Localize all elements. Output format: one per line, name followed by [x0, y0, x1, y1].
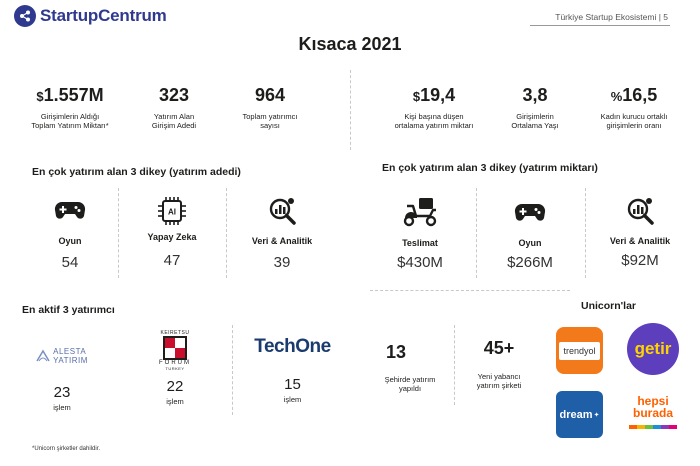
- stat-value: 45+: [483, 338, 515, 358]
- stat-label: Kadın kurucu ortaklı girişimlerin oranı: [600, 112, 668, 130]
- color-strip: [629, 425, 677, 429]
- trendyol-logo: trendyol: [556, 327, 603, 374]
- stat-female-founder-ratio: %16,5 Kadın kurucu ortaklı girişimlerin …: [580, 85, 688, 130]
- investor-item: TechOne 15 işlem: [245, 336, 340, 404]
- alesta-mark-icon: [36, 349, 50, 362]
- stat-value: 323: [158, 85, 190, 105]
- getir-logo: getir: [627, 323, 679, 375]
- keiretsu-forum-logo: KEIRETSU FORUM TURKEY: [159, 330, 191, 371]
- section-divider: [370, 290, 570, 291]
- page-title: Kısaca 2021: [298, 34, 402, 54]
- stat-label: Şehirde yatırım yapıldı: [384, 375, 436, 393]
- stat-value: %16,5: [610, 85, 658, 105]
- item-divider: [226, 188, 227, 278]
- vertical-label: Teslimat: [402, 238, 438, 248]
- stat-avg-investment: $19,4 Kişi başına düşen ortalama yatırım…: [378, 85, 490, 130]
- stat-city-count: 13 Şehirde yatırım yapıldı: [372, 342, 448, 393]
- stat-label: Yeni yabancı yatırım şirketi: [476, 372, 522, 390]
- star-icon: ✦: [593, 411, 600, 419]
- vertical-value: $266M: [507, 254, 553, 271]
- brand-name: StartupCentrum: [40, 6, 167, 25]
- investor-item: ALESTA YATIRIM 23 işlem: [22, 338, 102, 412]
- vertical-label: Oyun: [58, 236, 82, 246]
- verticals-count-title: En çok yatırım alan 3 dikey (yatırım ade…: [32, 166, 241, 178]
- stat-investor-count: 964 Toplam yatırımcı sayısı: [230, 85, 310, 130]
- vertical-label: Yapay Zeka: [147, 232, 197, 242]
- stat-value: 3,8: [522, 85, 548, 105]
- data-analytics-icon: [590, 196, 690, 228]
- vertical-value: $430M: [397, 254, 443, 271]
- svg-text:AI: AI: [168, 208, 176, 217]
- stat-startup-count: 323 Yatırım Alan Girişim Adedi: [138, 85, 210, 130]
- vertical-amount-item: Teslimat $430M: [370, 196, 470, 271]
- dream-games-logo: dream ✦: [556, 391, 603, 438]
- alesta-logo: ALESTA YATIRIM: [22, 338, 102, 374]
- unicorns-title: Unicorn'lar: [581, 300, 637, 312]
- stat-value: 13: [386, 342, 407, 362]
- stat-label: Girişimlerin Ortalama Yaşı: [511, 112, 559, 130]
- ai-chip-icon: AI: [122, 196, 222, 226]
- item-divider: [118, 188, 119, 278]
- delivery-scooter-icon: [370, 196, 470, 228]
- verticals-amount-title: En çok yatırım alan 3 dikey (yatırım mik…: [382, 162, 598, 174]
- stat-avg-age: 3,8 Girişimlerin Ortalama Yaşı: [500, 85, 570, 130]
- header-divider: [530, 25, 670, 26]
- stat-label: Girişimlerin Aldığı Toplam Yatırım Mikta…: [31, 112, 109, 130]
- item-divider: [476, 188, 477, 278]
- investors-title: En aktif 3 yatırımcı: [22, 304, 115, 316]
- item-divider: [454, 325, 455, 405]
- vertical-count-item: Oyun 54: [25, 198, 115, 271]
- brand-logo: StartupCentrum: [14, 5, 167, 27]
- vertical-value: 39: [273, 254, 291, 271]
- investor-value: 15: [284, 376, 301, 393]
- item-divider: [232, 325, 233, 415]
- investor-item: KEIRETSU FORUM TURKEY 22 işlem: [140, 330, 210, 406]
- vertical-value: $92M: [621, 252, 659, 269]
- vertical-label: Veri & Analitik: [251, 236, 313, 246]
- vertical-amount-item: Veri & Analitik $92M: [590, 196, 690, 269]
- vertical-value: 47: [163, 252, 181, 269]
- center-divider: [350, 70, 351, 150]
- stat-foreign-investors: 45+ Yeni yabancı yatırım şirketi: [456, 338, 542, 390]
- investor-value: 22: [166, 378, 184, 395]
- stat-total-investment: $1.557M Girişimlerin Aldığı Toplam Yatır…: [20, 85, 120, 130]
- item-divider: [585, 188, 586, 278]
- stat-value: 964: [254, 85, 286, 105]
- stat-value: $1.557M: [36, 85, 104, 105]
- investor-unit: işlem: [283, 395, 302, 404]
- gamepad-icon: [25, 198, 115, 226]
- hepsiburada-logo: hepsi burada: [628, 395, 678, 437]
- investor-value: 23: [53, 384, 71, 401]
- stat-label: Kişi başına düşen ortalama yatırım mikta…: [394, 112, 474, 130]
- data-analytics-icon: [232, 196, 332, 226]
- techone-logo: TechOne: [254, 336, 331, 357]
- vertical-value: 54: [61, 254, 79, 271]
- stat-value: $19,4: [412, 85, 456, 105]
- vertical-count-item: Veri & Analitik 39: [232, 196, 332, 271]
- gamepad-icon: [480, 200, 580, 228]
- vertical-count-item: AI Yapay Zeka 47: [122, 196, 222, 269]
- report-section: Türkiye Startup Ekosistemi | 5: [555, 12, 668, 22]
- vertical-amount-item: Oyun $266M: [480, 200, 580, 271]
- keiretsu-mark-icon: [163, 336, 187, 360]
- stat-label: Yatırım Alan Girişim Adedi: [151, 112, 197, 130]
- investor-unit: işlem: [53, 403, 71, 412]
- share-network-icon: [14, 5, 36, 27]
- investor-unit: işlem: [166, 397, 184, 406]
- vertical-label: Oyun: [518, 238, 542, 248]
- vertical-label: Veri & Analitik: [609, 236, 671, 246]
- stat-label: Toplam yatırımcı sayısı: [242, 112, 298, 130]
- footnote: *Unicorn şirketler dahildir.: [32, 446, 101, 452]
